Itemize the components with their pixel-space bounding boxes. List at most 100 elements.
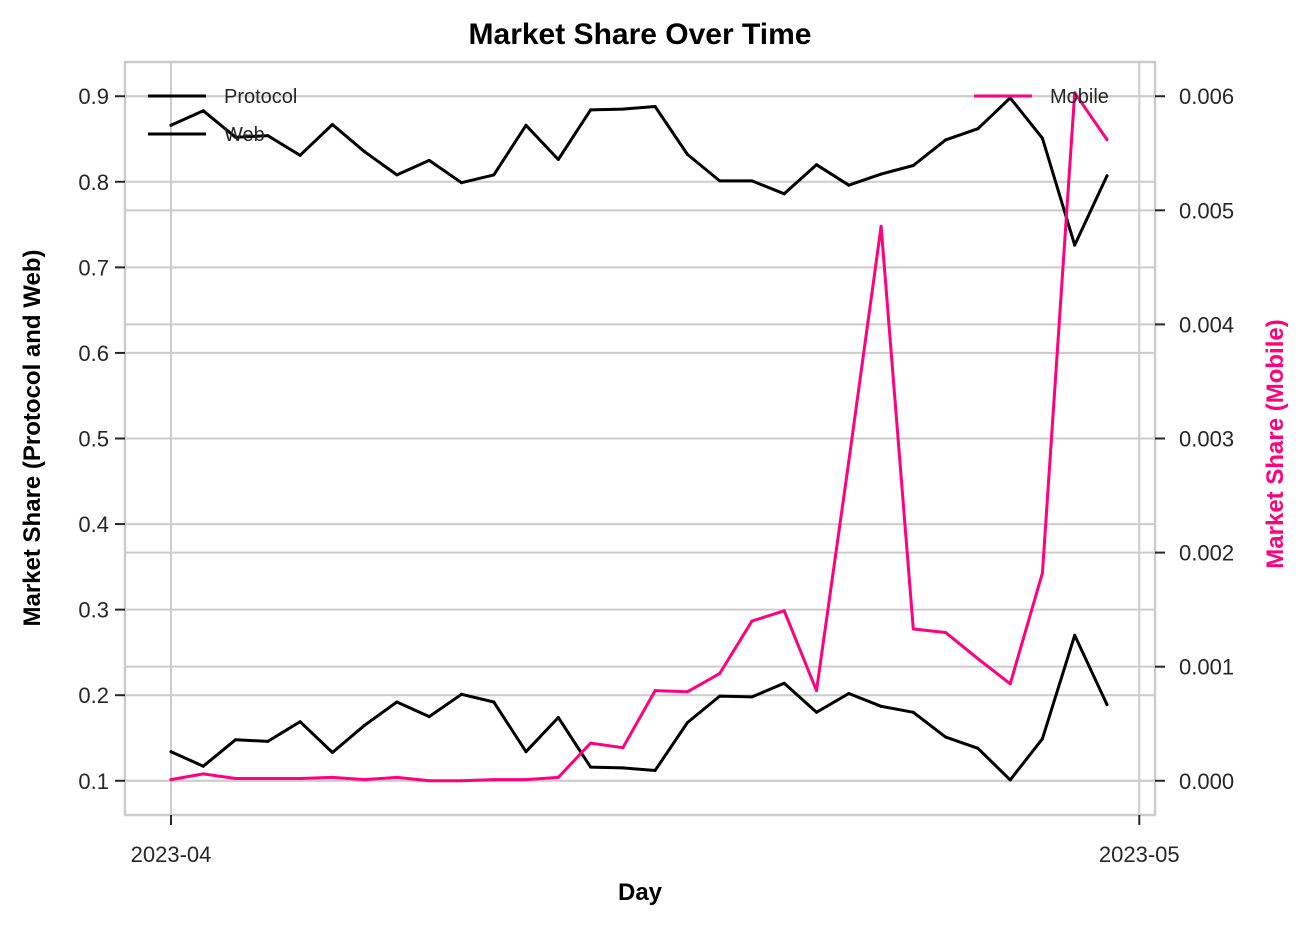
data-point-mobile: [879, 224, 883, 228]
data-point-protocol: [589, 108, 593, 112]
data-point-mobile: [266, 777, 270, 780]
data-point-protocol: [944, 138, 948, 142]
legend-label-mobile: Mobile: [1050, 86, 1109, 108]
data-point-mobile: [556, 775, 560, 779]
data-point-mobile: [524, 778, 528, 782]
x-axis-ticks: 2023-04 2023-05: [131, 815, 1180, 867]
data-point-web: [169, 750, 173, 754]
data-point-mobile: [460, 779, 463, 783]
chart-title: Market Share Over Time: [469, 18, 812, 51]
x-axis-title: Day: [618, 879, 663, 906]
data-point-protocol: [621, 107, 625, 111]
data-point-web: [201, 764, 205, 768]
data-point-mobile: [201, 772, 205, 776]
data-point-protocol: [556, 158, 560, 161]
data-point-web: [1040, 737, 1044, 741]
data-point-web: [621, 766, 625, 770]
data-point-protocol: [1105, 174, 1109, 178]
data-point-mobile: [944, 631, 948, 634]
data-point-protocol: [460, 181, 463, 185]
data-point-mobile: [911, 627, 915, 631]
data-point-mobile: [847, 459, 851, 463]
data-point-protocol: [266, 134, 270, 138]
data-point-mobile: [685, 690, 689, 694]
left-tick-label: 0.2: [78, 683, 109, 708]
right-tick-label: 0.001: [1179, 655, 1234, 680]
left-tick-label: 0.4: [78, 512, 109, 537]
data-point-web: [1008, 778, 1012, 782]
data-point-protocol: [298, 153, 302, 157]
data-point-mobile: [653, 689, 657, 693]
data-point-protocol: [427, 158, 431, 162]
left-axis-ticks: 0.1 0.2 0.3 0.4 0.5 0.6 0.7 0.8 0.9: [78, 84, 125, 794]
right-tick-label: 0.002: [1179, 541, 1234, 566]
data-point-mobile: [815, 689, 818, 693]
right-tick-label: 0.006: [1179, 84, 1234, 109]
right-tick-label: 0.000: [1179, 769, 1234, 794]
left-tick-label: 0.7: [78, 255, 109, 280]
data-point-web: [1073, 633, 1077, 637]
data-point-web: [298, 720, 302, 724]
grid-right: [125, 95, 1155, 782]
data-point-web: [685, 721, 689, 725]
grid-x: [170, 62, 1141, 815]
data-point-mobile: [1008, 682, 1012, 686]
data-point-web: [815, 710, 818, 714]
data-point-web: [653, 769, 657, 772]
legend-left: Protocol Web: [148, 86, 297, 146]
data-point-protocol: [815, 163, 818, 167]
data-point-web: [944, 735, 948, 739]
data-point-mobile: [1040, 571, 1044, 575]
data-point-web: [524, 750, 528, 754]
data-point-web: [266, 739, 270, 743]
left-tick-label: 0.1: [78, 769, 109, 794]
left-tick-label: 0.9: [78, 84, 109, 109]
data-point-web: [750, 695, 754, 699]
data-point-protocol: [847, 183, 851, 187]
data-point-web: [718, 694, 722, 698]
data-point-protocol: [169, 123, 173, 127]
data-point-protocol: [363, 150, 367, 154]
data-point-web: [976, 746, 980, 750]
data-point-web: [782, 681, 786, 685]
data-point-mobile: [330, 775, 334, 779]
data-point-web: [1105, 703, 1109, 707]
legend-label-protocol: Protocol: [224, 86, 297, 108]
data-point-web: [879, 704, 883, 708]
data-point-web: [395, 700, 399, 704]
data-point-protocol: [976, 127, 980, 131]
data-point-mobile: [298, 777, 302, 780]
legend-right: Mobile: [974, 86, 1109, 108]
data-point-mobile: [750, 619, 754, 623]
right-y-axis-title: Market Share (Mobile): [1262, 319, 1289, 568]
data-point-web: [911, 710, 915, 714]
data-point-protocol: [524, 123, 528, 127]
legend-label-web: Web: [224, 124, 265, 146]
data-point-web: [556, 716, 560, 719]
x-tick-label: 2023-04: [131, 842, 212, 867]
data-point-protocol: [395, 173, 399, 177]
left-tick-label: 0.3: [78, 598, 109, 623]
data-point-protocol: [1040, 136, 1044, 140]
data-point-mobile: [1105, 138, 1109, 142]
left-y-axis-title: Market Share (Protocol and Web): [19, 250, 46, 627]
data-point-web: [234, 738, 238, 742]
data-point-web: [363, 723, 367, 727]
series-line-web: [169, 633, 1109, 782]
left-tick-label: 0.8: [78, 170, 109, 195]
data-point-mobile: [169, 778, 173, 782]
data-point-web: [460, 692, 463, 696]
series-line-mobile: [169, 91, 1109, 783]
data-point-protocol: [234, 135, 238, 139]
data-point-protocol: [653, 105, 657, 108]
data-point-mobile: [621, 746, 625, 750]
data-point-mobile: [492, 778, 496, 782]
data-point-mobile: [718, 672, 722, 675]
data-point-mobile: [427, 779, 431, 783]
data-point-mobile: [589, 741, 593, 745]
data-point-web: [847, 692, 851, 695]
data-point-mobile: [234, 777, 238, 780]
left-tick-label: 0.6: [78, 341, 109, 366]
data-point-protocol: [685, 152, 689, 156]
